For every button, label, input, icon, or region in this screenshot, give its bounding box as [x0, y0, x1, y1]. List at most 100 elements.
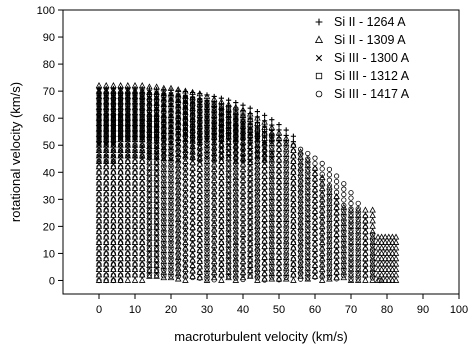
point-plus	[276, 121, 282, 128]
point-x	[103, 142, 109, 148]
point-circle	[333, 184, 340, 190]
point-circle	[369, 264, 376, 270]
point-x	[110, 115, 116, 121]
point-circle	[175, 192, 181, 198]
point-circle	[269, 204, 275, 210]
point-circle	[175, 241, 181, 247]
point-plus	[269, 117, 275, 123]
point-circle	[233, 253, 239, 259]
point-circle	[233, 215, 239, 222]
point-circle	[269, 155, 275, 161]
point-x	[96, 137, 102, 143]
point-circle	[161, 175, 167, 182]
point-triangle	[311, 272, 319, 279]
y-tick-label: 90	[43, 32, 55, 44]
x-tick-label: 40	[237, 304, 249, 316]
point-circle	[319, 160, 325, 167]
point-x	[118, 115, 124, 121]
point-circle	[254, 215, 261, 221]
point-circle	[254, 269, 261, 276]
point-triangle	[340, 274, 348, 281]
point-x	[118, 94, 124, 100]
y-tick-label: 0	[49, 275, 55, 287]
point-circle	[369, 253, 376, 259]
point-triangle	[385, 276, 393, 283]
point-circle	[297, 189, 304, 196]
point-circle	[269, 209, 275, 215]
point-circle	[341, 246, 347, 252]
point-circle	[269, 252, 275, 258]
point-circle	[175, 171, 181, 177]
point-triangle	[167, 274, 175, 281]
point-x	[161, 145, 167, 150]
legend: Si II - 1264 A Si II - 1309 A Si III - 130…	[314, 15, 410, 101]
point-circle	[175, 187, 181, 193]
point-circle	[369, 242, 376, 249]
point-circle	[233, 259, 239, 265]
point-circle	[161, 202, 167, 209]
x-tick-label: 60	[309, 304, 321, 316]
point-x	[110, 159, 116, 164]
y-tick-label: 30	[43, 194, 55, 206]
point-circle	[254, 167, 261, 173]
point-circle	[161, 262, 167, 268]
point-circle	[283, 236, 289, 243]
point-circle	[297, 260, 304, 266]
point-circle	[341, 181, 347, 187]
point-triangle	[369, 222, 376, 229]
point-circle	[161, 181, 167, 187]
point-triangle	[392, 244, 400, 251]
point-x	[233, 142, 239, 147]
point-circle	[297, 168, 304, 174]
point-circle	[233, 237, 239, 243]
point-circle	[168, 251, 174, 258]
point-circle	[369, 232, 376, 238]
point-triangle	[131, 276, 139, 283]
point-circle	[269, 144, 275, 150]
point-x	[161, 150, 167, 156]
point-triangle	[203, 276, 211, 283]
point-circle	[161, 186, 167, 192]
point-circle	[319, 166, 325, 172]
point-x	[110, 126, 116, 132]
point-triangle	[261, 275, 268, 282]
point-circle	[168, 170, 174, 176]
point-circle	[254, 188, 261, 194]
point-circle	[283, 193, 289, 199]
point-circle	[254, 242, 261, 248]
point-circle	[254, 204, 261, 211]
point-circle	[168, 203, 174, 209]
point-x	[118, 104, 124, 110]
point-circle	[341, 186, 347, 192]
point-circle	[283, 231, 289, 237]
y-tick-label: 80	[43, 59, 55, 71]
x-tick-label: 90	[417, 304, 429, 316]
point-circle	[254, 231, 261, 238]
point-circle	[348, 190, 354, 196]
point-circle	[283, 215, 289, 221]
point-x	[96, 142, 102, 148]
point-circle	[283, 166, 289, 172]
point-circle	[175, 214, 181, 220]
legend-label: Si II - 1264 A	[334, 15, 406, 29]
point-circle	[297, 179, 304, 185]
point-circle	[369, 248, 376, 254]
point-circle	[233, 205, 239, 211]
point-triangle	[369, 217, 376, 224]
point-x	[110, 110, 116, 116]
point-circle	[161, 197, 167, 203]
point-circle	[355, 200, 361, 206]
point-circle	[369, 259, 376, 265]
point-circle	[297, 157, 304, 163]
point-circle	[297, 271, 304, 277]
point-circle	[175, 225, 181, 231]
point-triangle	[95, 276, 103, 283]
point-circle	[254, 210, 261, 216]
point-circle	[341, 235, 347, 241]
point-triangle	[304, 275, 312, 282]
point-x	[233, 147, 239, 153]
point-circle	[254, 275, 261, 281]
point-circle	[175, 268, 181, 274]
point-x	[103, 99, 109, 105]
point-circle	[269, 241, 275, 248]
